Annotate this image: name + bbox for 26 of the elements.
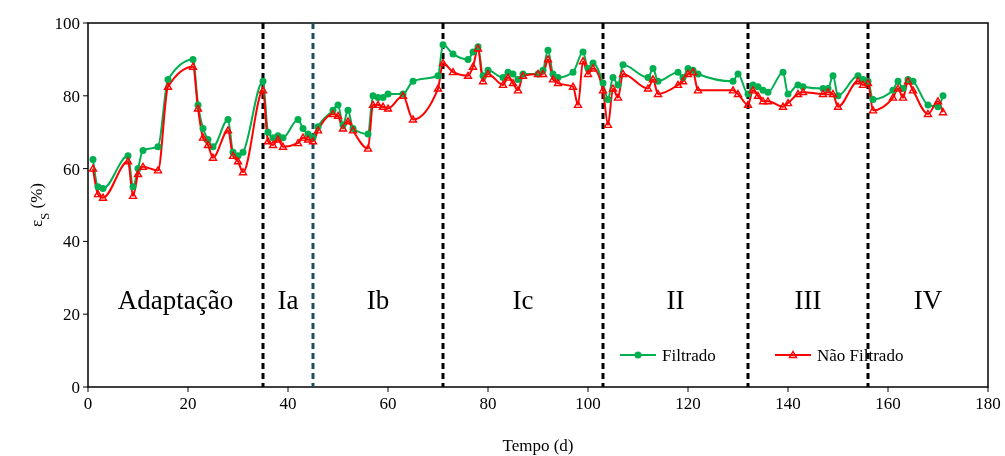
x-tick-label: 40 — [279, 394, 297, 413]
x-tick-label: 160 — [875, 394, 901, 413]
annotation: Ib — [366, 285, 390, 316]
x-tick-label: 120 — [675, 394, 701, 413]
annotation: Adaptação — [117, 285, 234, 316]
annotation: Ic — [512, 285, 534, 316]
x-tick-label: 80 — [479, 394, 497, 413]
x-tick-label: 20 — [179, 394, 197, 413]
x-tick-label: 60 — [379, 394, 397, 413]
x-tick-label: 140 — [775, 394, 801, 413]
legend-label: Filtrado — [662, 345, 716, 365]
annotation: II — [666, 285, 685, 316]
x-tick-label: 100 — [575, 394, 601, 413]
y-tick-label: 60 — [63, 159, 80, 179]
y-tick-label: 40 — [63, 232, 80, 252]
y-tick-label: 80 — [63, 86, 80, 106]
annotation: IV — [913, 285, 943, 316]
y-tick-label: 100 — [54, 13, 80, 33]
x-tick-label: 180 — [975, 394, 1001, 413]
annotation: Ia — [277, 285, 299, 316]
y-tick-label: 0 — [71, 377, 80, 397]
y-tick-label: 20 — [63, 305, 80, 325]
x-axis-title: Tempo (d) — [502, 436, 574, 455]
annotation: III — [794, 285, 822, 316]
legend-label: Não Filtrado — [817, 345, 904, 365]
x-tick-label: 0 — [83, 394, 93, 413]
